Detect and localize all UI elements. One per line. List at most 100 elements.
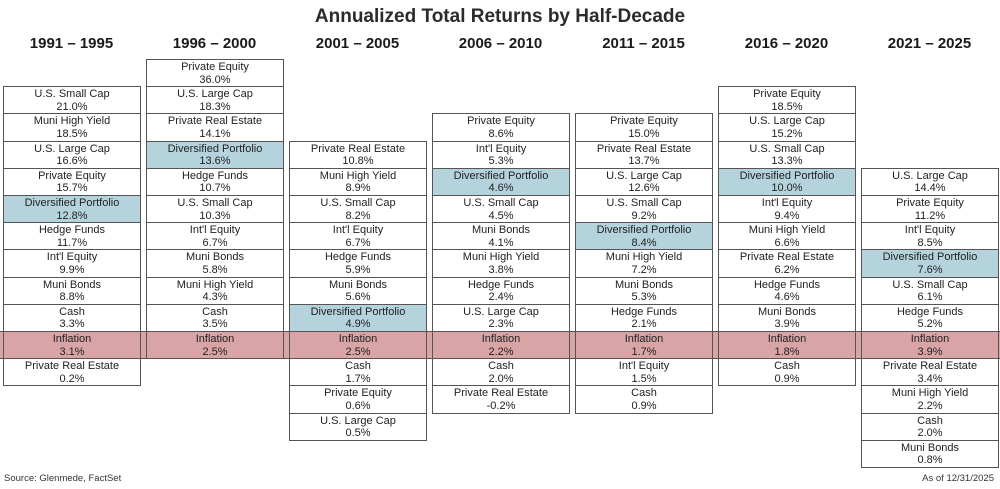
asset-return: 5.3% (631, 291, 657, 304)
asset-cell: Private Equity 0.6% (289, 385, 427, 414)
asset-return: -0.2% (486, 399, 516, 412)
period-header: 2001 – 2005 (315, 35, 400, 52)
asset-return: 12.8% (56, 209, 88, 222)
asset-name: Private Equity (896, 197, 964, 209)
asset-cell: Int'l Equity 5.3% (432, 140, 570, 169)
asset-return: 6.1% (917, 291, 943, 304)
asset-name: Private Real Estate (739, 251, 835, 264)
asset-return: 3.4% (917, 372, 943, 385)
asset-cell: Hedge Funds 10.7% (146, 167, 284, 196)
asset-name: Inflation (195, 333, 235, 345)
asset-return: 4.3% (202, 291, 228, 304)
asset-return: 9.2% (631, 209, 657, 222)
source-note: Source: Glenmede, FactSet (4, 473, 122, 484)
asset-return: 18.5% (771, 100, 803, 113)
asset-cell: Muni Bonds 3.9% (718, 303, 856, 332)
asset-name: Muni Bonds (471, 224, 531, 237)
asset-return: 1.5% (631, 372, 657, 385)
asset-cell: U.S. Small Cap 6.1% (861, 276, 999, 305)
asset-cell: Muni High Yield 6.6% (718, 222, 856, 251)
asset-name: Private Equity (610, 115, 678, 128)
asset-cell: Private Equity 11.2% (861, 195, 999, 224)
asset-cell: Muni Bonds 4.1% (432, 222, 570, 251)
asset-return: 0.6% (345, 399, 371, 412)
asset-name: Diversified Portfolio (596, 224, 692, 237)
asset-return: 3.5% (202, 318, 228, 331)
asset-cell: Int'l Equity 1.5% (575, 358, 713, 387)
asset-cell: Diversified Portfolio 12.8% (3, 195, 141, 224)
asset-return: 0.9% (631, 399, 657, 412)
asset-cell: U.S. Large Cap 18.3% (146, 86, 284, 115)
asset-name: U.S. Large Cap (892, 169, 968, 182)
asset-return: 9.4% (774, 209, 800, 222)
asset-cell: Cash 0.9% (718, 358, 856, 387)
asset-return: 18.3% (199, 100, 231, 113)
asset-name: Muni High Yield (748, 224, 826, 237)
asset-return: 3.1% (59, 345, 85, 358)
asset-name: U.S. Large Cap (34, 142, 110, 155)
asset-name: Private Equity (181, 61, 249, 73)
asset-name: Private Equity (324, 387, 392, 400)
asset-return: 1.7% (631, 345, 657, 358)
asset-name: Hedge Funds (324, 251, 392, 264)
asset-return: 8.6% (488, 127, 514, 140)
asset-cell: Private Real Estate 14.1% (146, 113, 284, 142)
asset-return: 2.2% (488, 345, 514, 358)
asset-name: Inflation (338, 333, 378, 345)
asset-name: U.S. Small Cap (606, 197, 682, 209)
asset-cell: Private Equity 18.5% (718, 86, 856, 115)
asset-cell: Int'l Equity 9.9% (3, 249, 141, 278)
asset-name: Cash (202, 305, 228, 318)
asset-cell: Diversified Portfolio 13.6% (146, 140, 284, 169)
asset-return: 2.2% (917, 399, 943, 412)
asset-name: Cash (917, 414, 943, 427)
as-of-note: As of 12/31/2025 (922, 473, 994, 484)
asset-return: 13.7% (628, 155, 660, 168)
asset-name: Inflation (910, 333, 950, 345)
asset-name: Inflation (767, 333, 807, 345)
asset-cell: Private Real Estate 3.4% (861, 358, 999, 387)
asset-name: Hedge Funds (181, 169, 249, 182)
period-header: 2016 – 2020 (744, 35, 829, 52)
asset-name: U.S. Large Cap (177, 88, 253, 101)
asset-name: Muni High Yield (176, 278, 254, 291)
asset-cell: U.S. Large Cap 15.2% (718, 113, 856, 142)
asset-return: 0.2% (59, 372, 85, 385)
asset-cell: Diversified Portfolio 10.0% (718, 167, 856, 196)
asset-cell: Private Real Estate 6.2% (718, 249, 856, 278)
asset-return: 3.9% (774, 318, 800, 331)
asset-return: 5.3% (488, 155, 514, 168)
asset-cell: U.S. Large Cap 0.5% (289, 412, 427, 441)
asset-name: Cash (774, 360, 800, 373)
asset-return: 13.3% (771, 155, 803, 168)
asset-cell: Diversified Portfolio 8.4% (575, 222, 713, 251)
asset-return: 1.8% (774, 345, 800, 358)
asset-name: Muni Bonds (185, 251, 245, 264)
period-header: 2021 – 2025 (887, 35, 972, 52)
asset-return: 7.6% (917, 263, 943, 276)
asset-cell: Inflation 3.1% (3, 331, 141, 360)
asset-name: U.S. Large Cap (749, 115, 825, 128)
asset-return: 8.5% (917, 236, 943, 249)
asset-name: Private Real Estate (167, 115, 263, 128)
asset-cell: U.S. Large Cap 2.3% (432, 303, 570, 332)
asset-cell: Private Equity 36.0% (146, 59, 284, 88)
asset-name: U.S. Small Cap (749, 142, 825, 155)
asset-cell: Muni High Yield 8.9% (289, 167, 427, 196)
asset-name: Inflation (481, 333, 521, 345)
asset-cell: Muni High Yield 4.3% (146, 276, 284, 305)
asset-return: 16.6% (56, 155, 88, 168)
asset-name: Cash (59, 305, 85, 318)
asset-return: 2.0% (488, 372, 514, 385)
asset-cell: Hedge Funds 2.4% (432, 276, 570, 305)
chart-title: Annualized Total Returns by Half-Decade (314, 6, 686, 27)
asset-name: Diversified Portfolio (882, 251, 978, 264)
asset-return: 5.6% (345, 291, 371, 304)
asset-cell: Private Real Estate 0.2% (3, 358, 141, 387)
asset-cell: Cash 2.0% (861, 412, 999, 441)
asset-cell: Inflation 1.8% (718, 331, 856, 360)
asset-return: 14.4% (914, 182, 946, 195)
asset-name: Hedge Funds (896, 305, 964, 318)
asset-name: Muni High Yield (462, 251, 540, 264)
asset-name: Int'l Equity (189, 224, 241, 237)
